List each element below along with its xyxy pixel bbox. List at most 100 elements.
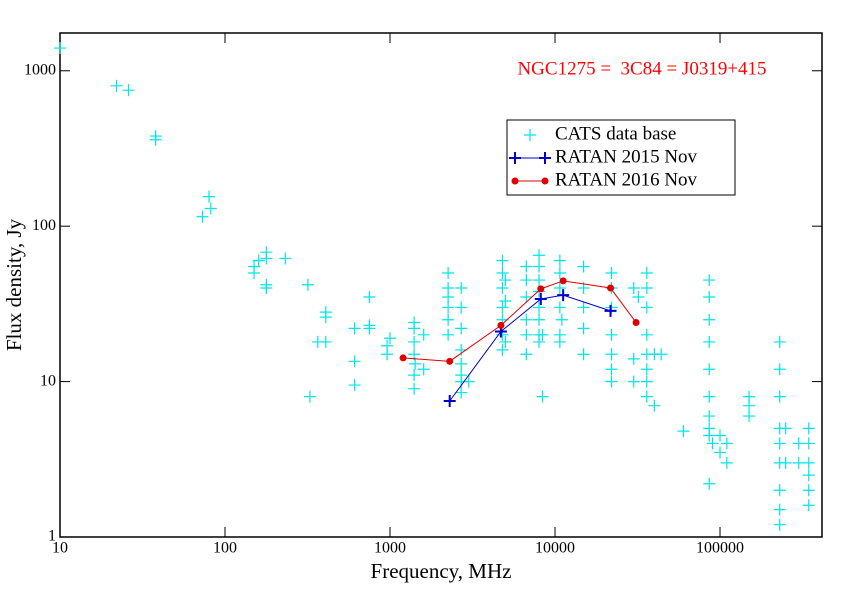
- data-point: [703, 429, 716, 442]
- y-tick-label: 1000: [24, 61, 56, 78]
- data-point: [627, 375, 640, 388]
- data-point: [252, 254, 265, 267]
- series-line: [403, 280, 637, 362]
- data-point: [706, 437, 719, 450]
- data-point: [648, 399, 661, 412]
- data-point: [122, 84, 135, 97]
- data-point: [499, 274, 512, 287]
- data-point: [442, 266, 455, 279]
- legend-marker: [541, 177, 549, 185]
- data-point: [455, 301, 468, 314]
- data-point: [496, 343, 509, 356]
- legend-label: RATAN 2015 Nov: [555, 146, 698, 167]
- data-point: [773, 518, 786, 531]
- data-point: [605, 363, 618, 376]
- data-point: [553, 335, 566, 348]
- data-point: [627, 352, 640, 365]
- data-point: [577, 301, 590, 314]
- data-point: [54, 42, 66, 55]
- data-point: [110, 79, 123, 92]
- data-point: [743, 399, 756, 412]
- data-point: [553, 301, 566, 314]
- data-point: [714, 429, 727, 442]
- x-tick-label: 100000: [696, 540, 744, 557]
- data-point: [553, 266, 566, 279]
- data-point: [455, 322, 468, 335]
- data-point: [301, 278, 314, 291]
- data-point: [773, 503, 786, 516]
- data-point: [703, 390, 716, 403]
- data-point: [279, 252, 292, 265]
- data-point: [534, 292, 547, 305]
- data-point: [605, 266, 618, 279]
- data-point: [605, 348, 618, 361]
- data-point: [149, 133, 162, 146]
- data-point: [442, 313, 455, 326]
- data-point: [442, 301, 455, 314]
- data-point: [640, 301, 653, 314]
- x-tick-label: 10000: [535, 540, 575, 557]
- data-point: [703, 313, 716, 326]
- data-point: [408, 369, 421, 382]
- data-point: [553, 254, 566, 267]
- legend-marker: [509, 152, 521, 164]
- data-point: [442, 291, 455, 304]
- data-point: [533, 313, 546, 326]
- data-point: [499, 295, 512, 308]
- data-point: [640, 390, 653, 403]
- data-point: [496, 301, 509, 314]
- data-point: [408, 348, 421, 361]
- data-point: [462, 375, 475, 388]
- data-point: [714, 446, 727, 459]
- data-point: [537, 285, 545, 293]
- y-tick-label: 10: [40, 372, 56, 389]
- data-point: [417, 328, 430, 341]
- data-point: [802, 456, 815, 469]
- data-point: [703, 363, 716, 376]
- data-point: [455, 282, 468, 295]
- data-point: [555, 313, 568, 326]
- data-point: [802, 499, 815, 512]
- data-point: [627, 282, 640, 295]
- data-point: [743, 410, 756, 423]
- legend-label: CATS data base: [555, 123, 676, 144]
- legend-label: RATAN 2016 Nov: [555, 169, 698, 190]
- data-point: [533, 249, 546, 262]
- data-point: [802, 437, 815, 450]
- data-point: [773, 437, 786, 450]
- data-point: [520, 328, 533, 341]
- data-point: [577, 322, 590, 335]
- data-point: [248, 266, 261, 279]
- data-point: [520, 274, 533, 287]
- data-point: [802, 484, 815, 497]
- data-point: [703, 410, 716, 423]
- legend-marker: [511, 177, 519, 185]
- data-point: [497, 321, 505, 329]
- data-point: [632, 291, 645, 304]
- y-tick-label: 1: [48, 528, 56, 545]
- data-point: [779, 456, 792, 469]
- data-point: [348, 322, 361, 335]
- data-point: [536, 390, 549, 403]
- data-point: [520, 260, 533, 273]
- data-point: [455, 357, 468, 370]
- data-point: [773, 335, 786, 348]
- data-point: [496, 254, 509, 267]
- data-point: [792, 437, 805, 450]
- data-point: [260, 252, 273, 265]
- data-point: [496, 266, 509, 279]
- data-point: [802, 469, 815, 482]
- series-line: [449, 294, 611, 402]
- data-point: [605, 328, 618, 341]
- data-point: [536, 328, 549, 341]
- data-point: [204, 202, 217, 215]
- data-point: [348, 379, 361, 392]
- data-point: [640, 375, 653, 388]
- data-point: [499, 335, 512, 348]
- data-point: [559, 277, 567, 285]
- data-point: [303, 390, 316, 403]
- data-point: [455, 386, 468, 399]
- data-point: [773, 390, 786, 403]
- data-point: [677, 425, 690, 438]
